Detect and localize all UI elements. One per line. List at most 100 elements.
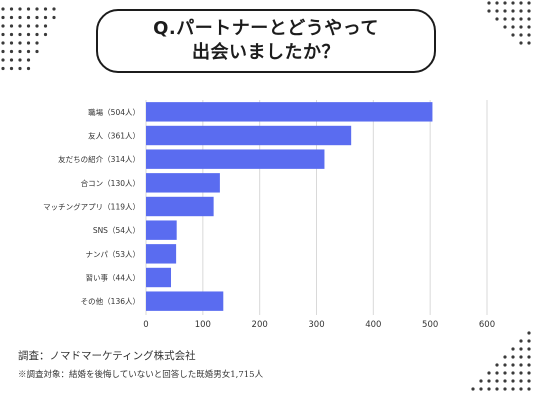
decorative-dot bbox=[495, 9, 499, 13]
decorative-dot bbox=[487, 379, 491, 383]
decorative-dot bbox=[9, 58, 14, 62]
decorative-dot bbox=[1, 32, 5, 37]
dot-pattern-top-right bbox=[487, 1, 531, 45]
decorative-dot bbox=[1, 66, 5, 71]
decorative-dot bbox=[519, 379, 523, 383]
decorative-dot bbox=[511, 355, 515, 359]
bar bbox=[146, 220, 177, 240]
decorative-dot bbox=[479, 387, 483, 391]
category-label: その他（136人） bbox=[81, 296, 140, 306]
title-line-2: 出会いましたか？ bbox=[192, 42, 340, 63]
decorative-dot bbox=[503, 9, 507, 13]
x-tick-label: 300 bbox=[308, 320, 324, 330]
decorative-dot bbox=[18, 49, 22, 54]
decorative-dot bbox=[18, 15, 22, 20]
x-tick-label: 200 bbox=[252, 320, 268, 330]
decorative-dot bbox=[519, 33, 523, 37]
decorative-dot bbox=[18, 58, 22, 62]
decorative-dot bbox=[471, 387, 475, 391]
decorative-dot bbox=[26, 66, 31, 71]
decorative-dot bbox=[35, 41, 39, 45]
decorative-dot bbox=[503, 17, 507, 21]
decorative-dot bbox=[519, 25, 523, 29]
decorative-dot bbox=[18, 66, 22, 71]
bar bbox=[146, 244, 177, 264]
decorative-dot bbox=[511, 25, 515, 29]
decorative-dot bbox=[519, 9, 523, 13]
decorative-dot bbox=[18, 41, 22, 45]
decorative-dot bbox=[26, 49, 31, 54]
decorative-dot bbox=[511, 363, 515, 367]
title-line-1: Q.パートナーとどうやって bbox=[153, 18, 379, 39]
decorative-dot bbox=[35, 32, 39, 37]
decorative-dot bbox=[487, 1, 491, 5]
decorative-dot bbox=[9, 7, 14, 11]
decorative-dot bbox=[1, 24, 5, 28]
decorative-dot bbox=[527, 379, 531, 383]
decorative-dot bbox=[9, 41, 14, 45]
decorative-dot bbox=[495, 17, 499, 21]
decorative-dot bbox=[43, 32, 48, 37]
decorative-dot bbox=[527, 347, 531, 351]
dot-pattern-top-left bbox=[1, 7, 56, 71]
decorative-dot bbox=[519, 387, 523, 391]
decorative-dot bbox=[52, 7, 56, 11]
decorative-dot bbox=[18, 32, 22, 37]
decorative-dot bbox=[1, 58, 5, 62]
decorative-dot bbox=[511, 1, 515, 5]
category-label: 友人（361人） bbox=[88, 131, 140, 141]
decorative-dot bbox=[495, 379, 499, 383]
decorative-dot bbox=[1, 7, 5, 11]
decorative-dot bbox=[9, 32, 14, 37]
decorative-dot bbox=[527, 355, 531, 359]
bar bbox=[146, 196, 214, 217]
decorative-dot bbox=[511, 347, 515, 351]
decorative-dot bbox=[35, 49, 39, 54]
survey-note: ※調査対象：結婚を後悔していないと回答した既婚男女1,715人 bbox=[18, 370, 264, 380]
x-tick-label: 600 bbox=[479, 320, 495, 330]
decorative-dot bbox=[26, 7, 31, 11]
decorative-dot bbox=[527, 371, 531, 375]
bar bbox=[146, 291, 224, 311]
bar bbox=[146, 267, 172, 288]
x-tick-label: 100 bbox=[195, 320, 211, 330]
decorative-dot bbox=[503, 355, 507, 359]
decorative-dot bbox=[503, 25, 507, 29]
decorative-dot bbox=[527, 339, 531, 343]
decorative-dot bbox=[503, 1, 507, 5]
decorative-dot bbox=[503, 379, 507, 383]
decorative-dot bbox=[511, 17, 515, 21]
decorative-dot bbox=[519, 347, 523, 351]
x-tick-label: 0 bbox=[143, 320, 148, 330]
x-tick-label: 400 bbox=[365, 320, 381, 330]
category-label: SNS（54人） bbox=[93, 226, 140, 235]
decorative-dot bbox=[35, 15, 39, 20]
decorative-dot bbox=[1, 15, 5, 20]
decorative-dot bbox=[503, 387, 507, 391]
decorative-dot bbox=[527, 387, 531, 391]
decorative-dot bbox=[519, 371, 523, 375]
category-label: ナンパ（53人） bbox=[85, 250, 140, 259]
title-box: Q.パートナーとどうやって 出会いましたか？ bbox=[96, 9, 436, 73]
decorative-dot bbox=[511, 371, 515, 375]
bar bbox=[146, 173, 220, 193]
decorative-dot bbox=[26, 58, 31, 62]
decorative-dot bbox=[519, 339, 523, 343]
bar bbox=[146, 125, 352, 146]
decorative-dot bbox=[52, 15, 56, 20]
decorative-dot bbox=[9, 49, 14, 54]
decorative-dot bbox=[9, 15, 14, 20]
decorative-dot bbox=[527, 25, 531, 29]
bar bbox=[146, 102, 433, 122]
decorative-dot bbox=[495, 387, 499, 391]
decorative-dot bbox=[527, 33, 531, 37]
decorative-dot bbox=[519, 363, 523, 367]
decorative-dot bbox=[43, 15, 48, 20]
survey-company: 調査：ノマドマーケティング株式会社 bbox=[18, 350, 196, 362]
decorative-dot bbox=[495, 371, 499, 375]
bar bbox=[146, 149, 325, 169]
decorative-dot bbox=[511, 9, 515, 13]
decorative-dot bbox=[503, 363, 507, 367]
decorative-dot bbox=[495, 1, 499, 5]
